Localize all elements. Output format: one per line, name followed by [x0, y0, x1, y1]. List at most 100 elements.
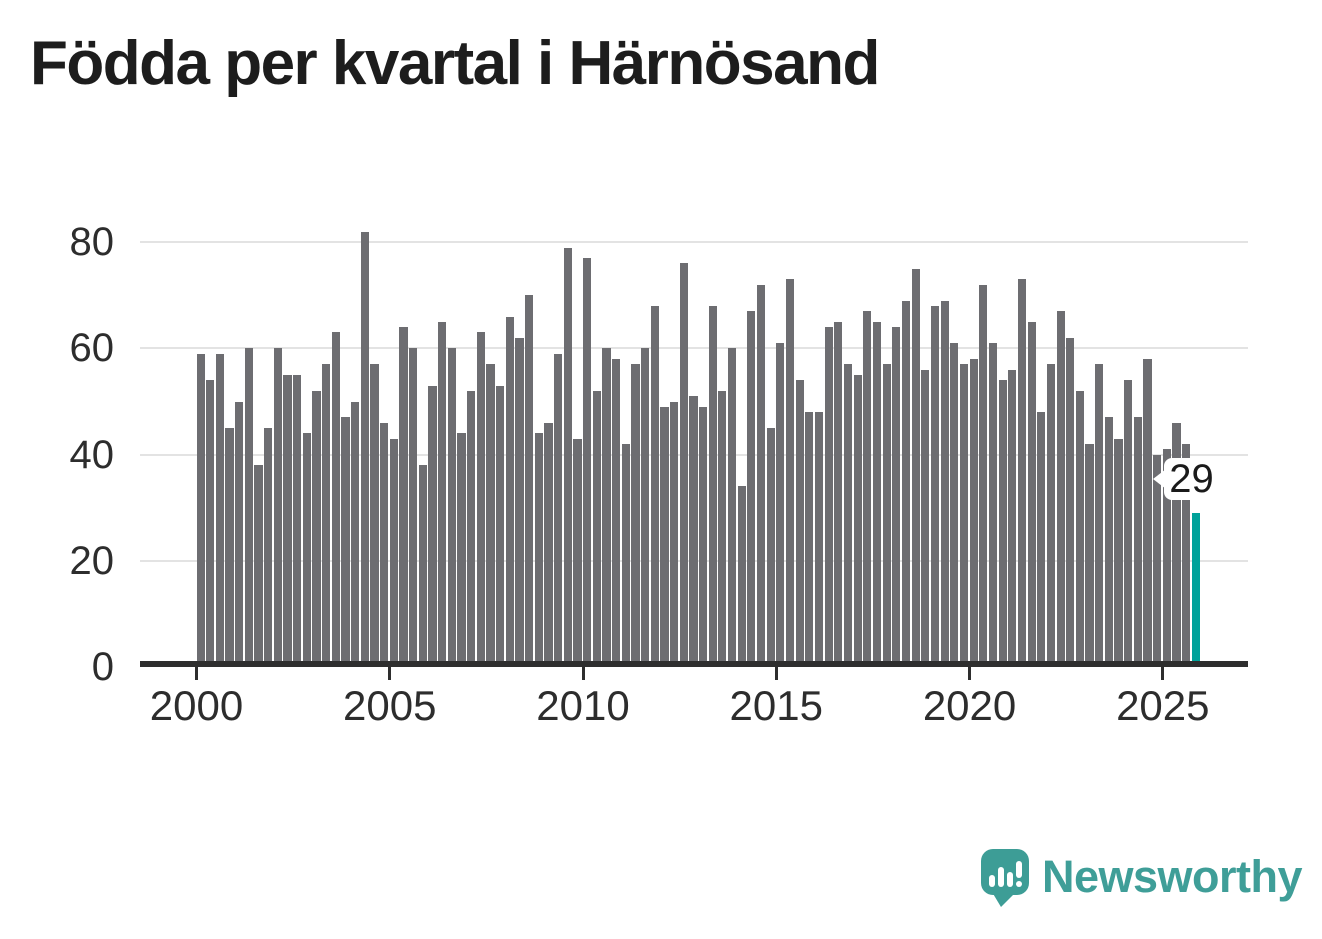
- y-tick-label-80: 80: [69, 220, 115, 265]
- bar-2007-q3: [486, 364, 495, 667]
- bar-2022-q3: [1066, 337, 1075, 667]
- x-tick-label-2025: 2025: [1116, 682, 1210, 729]
- bar-2004-q1: [351, 401, 360, 667]
- bar-2024-q1: [1124, 380, 1133, 667]
- bar-2005-q2: [399, 327, 408, 667]
- bar-2025-q3: [1182, 443, 1191, 667]
- bar-2017-q3: [872, 321, 882, 667]
- y-tick-label-40: 40: [69, 432, 115, 477]
- bar-2018-q1: [892, 327, 901, 667]
- bar-2016-q3: [834, 321, 843, 667]
- bar-2000-q2: [206, 380, 215, 667]
- bar-2021-q3: [1027, 321, 1036, 667]
- speech-bubble-chart-icon: [981, 849, 1029, 895]
- bar-2022-q2: [1056, 311, 1065, 667]
- bar-2012-q1: [660, 406, 669, 667]
- bar-2006-q4: [457, 433, 466, 667]
- callout-value: 29: [1169, 456, 1214, 501]
- bar-2020-q1: [969, 359, 978, 667]
- logo-exclamation-icon: [1015, 855, 1022, 887]
- bar-2015-q2: [785, 279, 795, 667]
- bar-2009-q4: [573, 438, 582, 667]
- bar-2010-q1: [583, 258, 592, 667]
- bar-2015-q3: [795, 380, 804, 667]
- y-tick-label-0: 0: [91, 645, 114, 689]
- bar-2004-q3: [370, 364, 379, 667]
- bar-2023-q4: [1114, 438, 1123, 667]
- bar-2012-q2: [669, 401, 679, 667]
- newsworthy-logo-icon: [981, 849, 1029, 907]
- callout-pointer-icon: [1153, 469, 1166, 489]
- bar-2006-q1: [428, 385, 437, 667]
- bar-2012-q3: [679, 263, 688, 667]
- bar-2003-q2: [322, 364, 331, 667]
- bar-2016-q1: [814, 412, 824, 667]
- bar-2019-q4: [959, 364, 969, 667]
- bar-2003-q3: [331, 332, 340, 667]
- x-tick-2000: [195, 667, 198, 680]
- bar-2023-q2: [1095, 364, 1104, 667]
- bar-2002-q3: [293, 374, 302, 667]
- bar-2021-q1: [1008, 369, 1017, 667]
- bar-2008-q3: [525, 295, 534, 667]
- bar-2021-q4: [1037, 412, 1046, 667]
- bar-2007-q1: [467, 390, 476, 667]
- x-tick-2020: [968, 667, 972, 680]
- bar-2011-q3: [640, 348, 650, 667]
- bar-2009-q1: [544, 422, 553, 667]
- bar-2004-q4: [380, 422, 389, 667]
- bar-2005-q4: [418, 465, 427, 667]
- x-tick-2010: [581, 667, 585, 680]
- bar-2025-q2: [1172, 422, 1181, 667]
- bar-2017-q4: [882, 364, 891, 667]
- bar-2009-q3: [563, 247, 572, 667]
- bar-2011-q1: [621, 443, 630, 667]
- bar-2008-q4: [534, 433, 543, 667]
- bar-2002-q2: [283, 374, 292, 667]
- bar-2017-q2: [863, 311, 872, 667]
- plot-area: [140, 180, 1248, 667]
- bar-2006-q3: [447, 348, 456, 667]
- value-callout: 29: [1153, 456, 1219, 501]
- bar-2016-q2: [824, 327, 833, 667]
- bar-2001-q4: [264, 428, 273, 667]
- bar-2013-q4: [727, 348, 737, 667]
- y-tick-label-20: 20: [69, 538, 115, 583]
- x-tick-label-2010: 2010: [536, 682, 630, 729]
- bar-2022-q4: [1075, 390, 1085, 667]
- y-tick-label-60: 60: [69, 326, 115, 371]
- bar-2003-q4: [341, 417, 350, 667]
- chart-title: Födda per kvartal i Härnösand: [30, 29, 880, 98]
- bar-2024-q2: [1133, 417, 1142, 667]
- x-tick-label-2005: 2005: [343, 682, 437, 729]
- logo-bar-icon: [997, 867, 1004, 887]
- bar-2021-q2: [1017, 279, 1027, 667]
- bar-2024-q4: [1153, 454, 1162, 667]
- bar-2013-q2: [708, 305, 717, 667]
- bar-2006-q2: [438, 321, 447, 667]
- bar-2018-q2: [901, 300, 911, 667]
- bar-2014-q3: [756, 284, 766, 667]
- bar-2007-q4: [496, 385, 505, 667]
- bar-2001-q3: [254, 465, 263, 667]
- bar-2010-q2: [592, 390, 601, 667]
- x-tick-2005: [388, 667, 392, 680]
- bar-2000-q4: [225, 428, 234, 667]
- bar-2003-q1: [312, 390, 321, 667]
- bar-2013-q1: [698, 406, 708, 667]
- bar-2023-q1: [1085, 443, 1094, 667]
- gridline-80: [140, 241, 1248, 244]
- bar-2014-q4: [766, 428, 775, 667]
- bar-2008-q2: [515, 337, 524, 667]
- x-axis-line: [140, 661, 1248, 667]
- bar-2019-q3: [950, 343, 959, 667]
- bar-2019-q1: [930, 305, 940, 667]
- bar-2007-q2: [476, 332, 485, 667]
- bar-2000-q3: [215, 353, 224, 667]
- bar-2011-q2: [631, 364, 640, 667]
- bar-2004-q2: [360, 231, 369, 667]
- bar-2012-q4: [689, 396, 698, 667]
- bar-2010-q4: [612, 359, 621, 667]
- bar-2010-q3: [602, 348, 611, 667]
